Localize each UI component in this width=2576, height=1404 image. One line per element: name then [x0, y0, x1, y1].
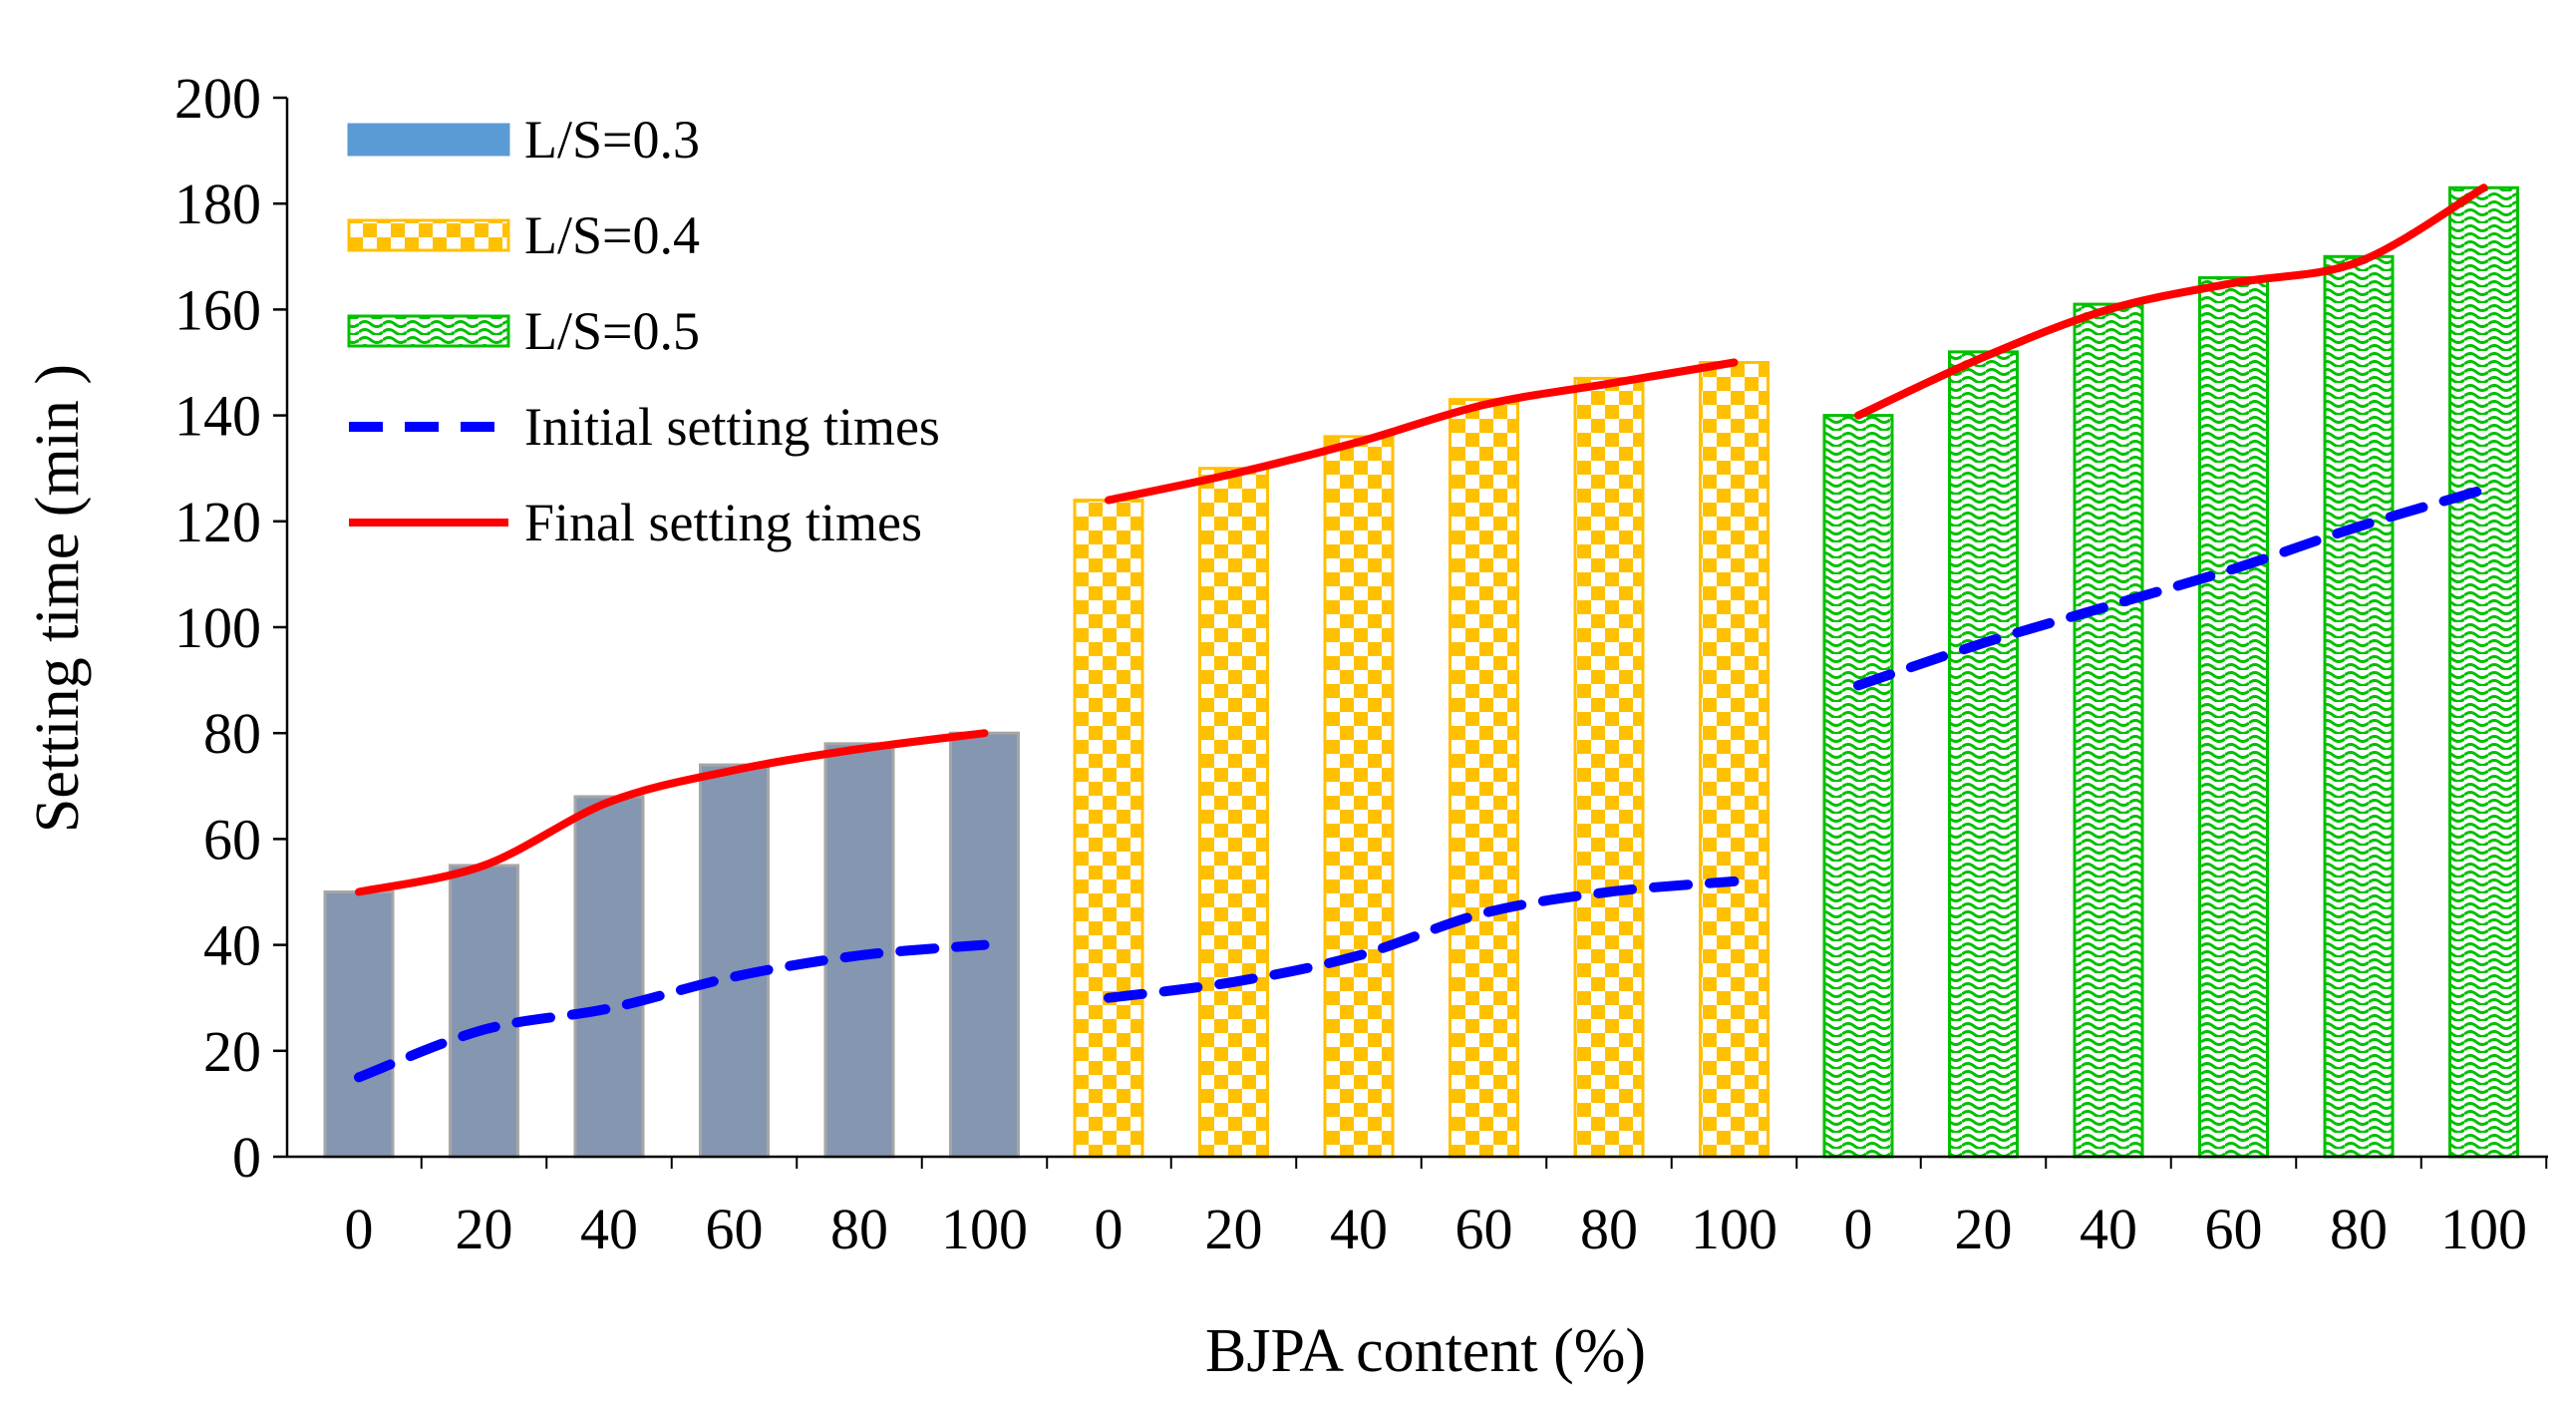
x-tick-label: 80	[2330, 1197, 2388, 1261]
x-tick-label: 80	[830, 1197, 888, 1261]
bar-04-40	[1323, 435, 1395, 1159]
legend-label: L/S=0.5	[524, 301, 700, 361]
bar-04-60	[1449, 398, 1519, 1159]
x-tick-label: 0	[1095, 1197, 1124, 1261]
legend-item: Initial setting times	[349, 397, 940, 457]
legend-swatch	[347, 314, 510, 348]
y-tick-label: 0	[232, 1125, 261, 1190]
x-tick-label: 20	[456, 1197, 513, 1261]
x-tick-label: 60	[706, 1197, 764, 1261]
x-tick-label: 60	[1455, 1197, 1513, 1261]
legend-label: L/S=0.3	[524, 110, 700, 170]
legend-label: Final setting times	[524, 493, 922, 552]
x-tick-label: 40	[1330, 1197, 1388, 1261]
bar-04-80	[1573, 376, 1645, 1159]
legend-swatch	[347, 218, 510, 252]
legend-item: L/S=0.3	[347, 110, 700, 170]
legend-item: L/S=0.5	[347, 301, 700, 361]
x-tick-label: 100	[1691, 1197, 1777, 1261]
bar-04-0	[1073, 499, 1144, 1159]
x-tick-label: 0	[345, 1197, 374, 1261]
legend-swatch	[347, 123, 510, 157]
y-axis-title: Setting time (min )	[24, 364, 92, 833]
bar-03-40	[573, 795, 645, 1159]
initial-setting-line-03	[354, 939, 990, 1083]
bar-05-60	[2198, 276, 2269, 1159]
bar-05-80	[2323, 254, 2395, 1159]
y-tick-label: 140	[174, 384, 261, 449]
y-tick-label: 80	[203, 701, 261, 766]
bar-05-100	[2448, 185, 2519, 1159]
legend-item: Final setting times	[349, 493, 922, 552]
y-tick-label: 180	[174, 172, 261, 236]
legend-label: Initial setting times	[524, 397, 940, 457]
x-tick-label: 0	[1844, 1197, 1873, 1261]
bar-04-100	[1699, 361, 1770, 1159]
legend-item: L/S=0.4	[347, 205, 700, 265]
setting-time-lines	[354, 183, 2489, 1083]
bar-04-20	[1198, 467, 1269, 1159]
x-tick-label: 40	[580, 1197, 638, 1261]
x-tick-label: 20	[1205, 1197, 1263, 1261]
x-tick-label: 60	[2205, 1197, 2263, 1261]
bar-05-0	[1822, 414, 1894, 1159]
x-tick-label: 100	[941, 1197, 1028, 1261]
x-tick-label: 40	[2080, 1197, 2137, 1261]
x-tick-label: 80	[1580, 1197, 1638, 1261]
legend-label: L/S=0.4	[524, 205, 700, 265]
final-setting-line-04	[1105, 358, 1739, 505]
bars	[323, 185, 2519, 1159]
y-tick-label: 40	[203, 913, 261, 978]
initial-setting-line-05	[1853, 484, 2489, 691]
x-axis: 0 20 40 60 80 100 0 20 40 60 80 100 0 20 40 60 80 100	[287, 1155, 2548, 1261]
y-tick-label: 120	[174, 490, 261, 554]
x-axis-title: BJPA content (%)	[1205, 1317, 1646, 1385]
y-axis: 0 20 40 60 80 100 120 140 160 180 200	[174, 66, 289, 1190]
initial-setting-line-04	[1104, 876, 1740, 1003]
y-tick-label: 20	[203, 1019, 261, 1084]
bar-05-40	[2073, 302, 2144, 1159]
bar-03-60	[699, 763, 770, 1159]
final-setting-line-05	[1854, 183, 2488, 420]
y-tick-label: 200	[174, 66, 261, 131]
bar-03-20	[449, 864, 519, 1159]
x-tick-label: 100	[2440, 1197, 2527, 1261]
y-tick-label: 60	[203, 807, 261, 872]
y-tick-label: 160	[174, 277, 261, 342]
bar-03-80	[823, 742, 895, 1159]
final-setting-line-03	[355, 729, 989, 896]
bar-05-20	[1948, 350, 2019, 1159]
legend: L/S=0.3 L/S=0.4 L/S=0.5 Initial setting tim…	[347, 110, 940, 552]
y-tick-label: 100	[174, 595, 261, 660]
bar-03-0	[323, 890, 395, 1159]
x-tick-label: 20	[1955, 1197, 2013, 1261]
